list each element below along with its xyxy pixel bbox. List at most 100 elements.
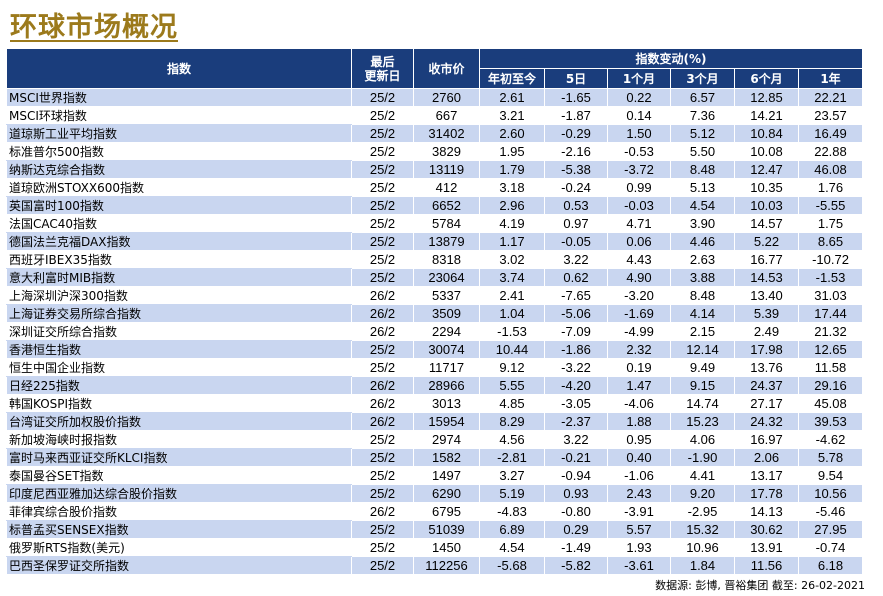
- cell-last-update: 25/2: [351, 232, 414, 251]
- cell-change-6m: 10.08: [734, 142, 799, 161]
- cell-change-5d: 0.53: [544, 196, 608, 215]
- cell-index-name: 德国法兰克福DAX指数: [6, 232, 352, 251]
- cell-close-price: 6795: [413, 502, 480, 521]
- table-row: 恒生中国企业指数 25/2 11717 9.12 -3.22 0.19 9.49 13.76 1…: [6, 358, 863, 377]
- cell-last-update: 25/2: [351, 106, 414, 125]
- cell-change-6m: 24.32: [734, 412, 799, 431]
- cell-change-5d: -3.22: [544, 358, 608, 377]
- cell-change-6m: 16.97: [734, 430, 799, 449]
- cell-change-ytd: -1.53: [479, 322, 545, 341]
- cell-change-6m: 13.91: [734, 538, 799, 557]
- cell-last-update: 26/2: [351, 286, 414, 305]
- cell-change-3m: 7.36: [670, 106, 735, 125]
- cell-change-5d: 0.93: [544, 484, 608, 503]
- col-header-close: 收市价: [413, 48, 480, 89]
- cell-change-1y: 8.65: [798, 232, 863, 251]
- cell-change-1m: 2.43: [607, 484, 671, 503]
- table-row: 道琼欧洲STOXX600指数 25/2 412 3.18 -0.24 0.99 5.13 10…: [6, 178, 863, 197]
- cell-change-3m: 2.15: [670, 322, 735, 341]
- cell-change-1m: 0.22: [607, 88, 671, 107]
- cell-change-5d: -0.05: [544, 232, 608, 251]
- cell-change-6m: 12.47: [734, 160, 799, 179]
- cell-change-ytd: 3.18: [479, 178, 545, 197]
- cell-change-3m: 9.49: [670, 358, 735, 377]
- cell-change-5d: -5.06: [544, 304, 608, 323]
- cell-change-3m: 5.12: [670, 124, 735, 143]
- cell-change-5d: 3.22: [544, 430, 608, 449]
- table-row: 台湾证交所加权股价指数 26/2 15954 8.29 -2.37 1.88 15.23 24…: [6, 412, 863, 431]
- cell-change-3m: 10.96: [670, 538, 735, 557]
- table-row: 深圳证交所综合指数 26/2 2294 -1.53 -7.09 -4.99 2.15 2.49…: [6, 322, 863, 341]
- cell-change-1y: 17.44: [798, 304, 863, 323]
- cell-change-ytd: 10.44: [479, 340, 545, 359]
- cell-close-price: 2294: [413, 322, 480, 341]
- table-row: 菲律宾综合股价指数 26/2 6795 -4.83 -0.80 -3.91 -2.95 14.…: [6, 502, 863, 521]
- cell-index-name: 纳斯达克综合指数: [6, 160, 352, 179]
- cell-last-update: 25/2: [351, 196, 414, 215]
- cell-change-5d: -3.05: [544, 394, 608, 413]
- cell-change-1y: -0.74: [798, 538, 863, 557]
- cell-change-1m: 4.71: [607, 214, 671, 233]
- market-table: 指数 最后 更新日 收市价 指数变动(%) 年初至今 5日 1个月 3个月 6个月…: [6, 48, 863, 575]
- cell-last-update: 25/2: [351, 358, 414, 377]
- cell-change-3m: 5.13: [670, 178, 735, 197]
- col-header-1m: 1个月: [607, 68, 671, 89]
- cell-change-5d: 0.97: [544, 214, 608, 233]
- cell-change-6m: 24.37: [734, 376, 799, 395]
- cell-last-update: 26/2: [351, 502, 414, 521]
- cell-change-6m: 5.39: [734, 304, 799, 323]
- cell-change-1y: 10.56: [798, 484, 863, 503]
- cell-change-3m: 4.06: [670, 430, 735, 449]
- cell-index-name: 俄罗斯RTS指数(美元): [6, 538, 352, 557]
- cell-change-ytd: 2.41: [479, 286, 545, 305]
- col-header-6m: 6个月: [734, 68, 799, 89]
- cell-last-update: 25/2: [351, 88, 414, 107]
- cell-change-1y: 39.53: [798, 412, 863, 431]
- cell-change-ytd: 3.02: [479, 250, 545, 269]
- cell-change-3m: 5.50: [670, 142, 735, 161]
- cell-index-name: 富时马来西亚证交所KLCI指数: [6, 448, 352, 467]
- cell-change-1m: 1.47: [607, 376, 671, 395]
- cell-change-3m: 9.15: [670, 376, 735, 395]
- cell-close-price: 8318: [413, 250, 480, 269]
- cell-index-name: 印度尼西亚雅加达综合股价指数: [6, 484, 352, 503]
- col-header-last-update: 最后 更新日: [351, 48, 414, 89]
- cell-last-update: 26/2: [351, 412, 414, 431]
- cell-change-1y: 45.08: [798, 394, 863, 413]
- cell-change-5d: -0.80: [544, 502, 608, 521]
- table-row: 德国法兰克福DAX指数 25/2 13879 1.17 -0.05 0.06 4.46 5.2…: [6, 232, 863, 251]
- cell-change-5d: -0.24: [544, 178, 608, 197]
- table-row: 富时马来西亚证交所KLCI指数 25/2 1582 -2.81 -0.21 0.40 -1.…: [6, 448, 863, 467]
- cell-change-6m: 5.22: [734, 232, 799, 251]
- table-row: MSCI世界指数 25/2 2760 2.61 -1.65 0.22 6.57 12.85 22…: [6, 88, 863, 107]
- cell-change-6m: 14.53: [734, 268, 799, 287]
- cell-close-price: 5784: [413, 214, 480, 233]
- cell-change-ytd: 1.04: [479, 304, 545, 323]
- cell-change-1m: 4.43: [607, 250, 671, 269]
- table-row: 纳斯达克综合指数 25/2 13119 1.79 -5.38 -3.72 8.48 12.47…: [6, 160, 863, 179]
- cell-change-6m: 16.77: [734, 250, 799, 269]
- cell-change-5d: -1.86: [544, 340, 608, 359]
- cell-change-3m: 4.14: [670, 304, 735, 323]
- cell-index-name: 标准普尔500指数: [6, 142, 352, 161]
- cell-change-1y: 16.49: [798, 124, 863, 143]
- table-row: 泰国曼谷SET指数 25/2 1497 3.27 -0.94 -1.06 4.41 13.17…: [6, 466, 863, 485]
- cell-change-1m: -0.53: [607, 142, 671, 161]
- cell-change-5d: -2.37: [544, 412, 608, 431]
- cell-change-1m: -0.03: [607, 196, 671, 215]
- cell-index-name: MSCI环球指数: [6, 106, 352, 125]
- table-row: 道琼斯工业平均指数 25/2 31402 2.60 -0.29 1.50 5.12 10.84…: [6, 124, 863, 143]
- cell-change-ytd: 2.60: [479, 124, 545, 143]
- cell-change-6m: 11.56: [734, 556, 799, 575]
- cell-change-6m: 17.78: [734, 484, 799, 503]
- cell-change-1y: 29.16: [798, 376, 863, 395]
- cell-change-1m: 1.50: [607, 124, 671, 143]
- cell-change-3m: 14.74: [670, 394, 735, 413]
- cell-index-name: 上海证券交易所综合指数: [6, 304, 352, 323]
- cell-change-1m: 0.95: [607, 430, 671, 449]
- cell-change-1y: -5.55: [798, 196, 863, 215]
- cell-last-update: 25/2: [351, 538, 414, 557]
- cell-change-3m: -1.90: [670, 448, 735, 467]
- cell-index-name: 菲律宾综合股价指数: [6, 502, 352, 521]
- cell-change-5d: 3.22: [544, 250, 608, 269]
